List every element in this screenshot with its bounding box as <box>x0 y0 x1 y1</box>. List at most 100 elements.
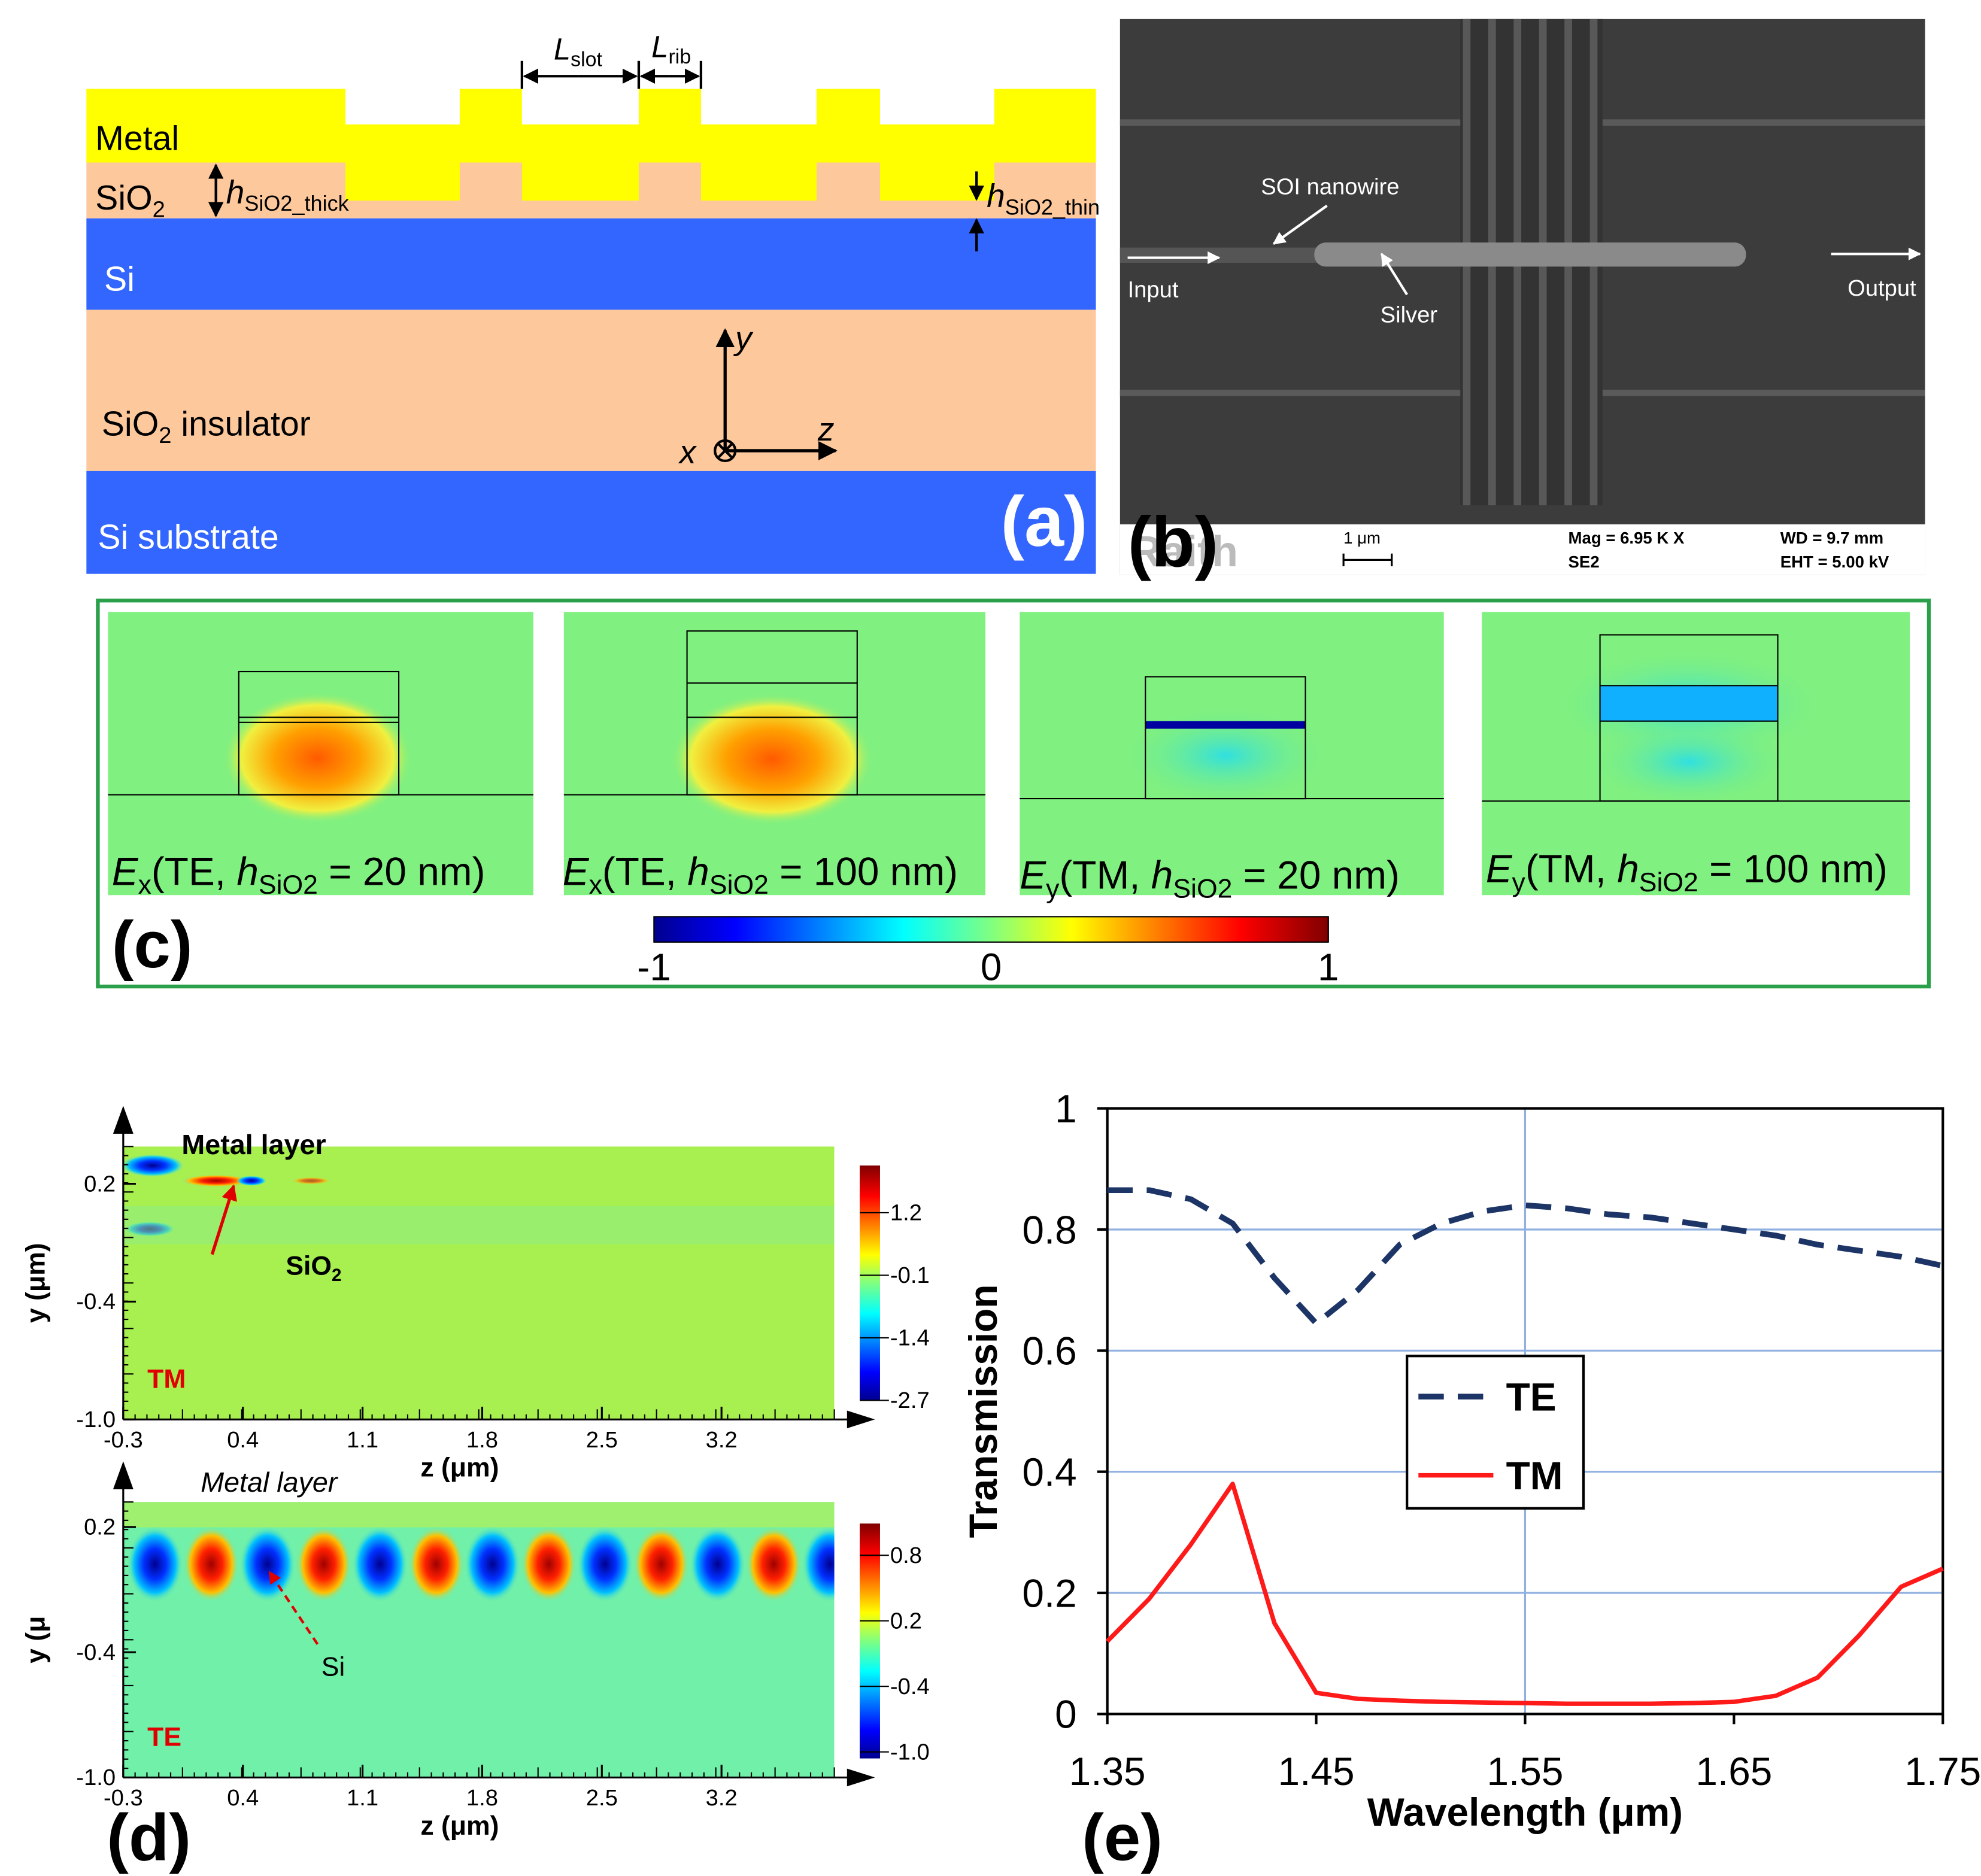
field-lobe <box>689 1526 746 1602</box>
colorbar-tick-label: 0 <box>981 946 1002 988</box>
field: E <box>563 849 590 893</box>
panel-label: (d) <box>107 1801 191 1874</box>
mode-field <box>1587 717 1791 806</box>
field-lobe <box>352 1526 408 1602</box>
colorbar-tick-label: -1.4 <box>890 1325 930 1351</box>
field: E <box>1486 846 1513 891</box>
substrate-label: Si substrate <box>98 518 278 556</box>
mag-label: Mag = 6.95 K X <box>1569 529 1685 547</box>
field-lobe <box>296 1526 352 1602</box>
y-tick-label: -0.4 <box>76 1640 116 1665</box>
x-axis-label: Wavelength (μm) <box>1367 1790 1683 1834</box>
heatmap-feature <box>123 1502 835 1528</box>
component: y <box>1046 875 1060 904</box>
colorbar-tick-label: -0.1 <box>890 1262 930 1288</box>
panel-label: (e) <box>1082 1801 1163 1874</box>
panel-label: (a) <box>1000 482 1087 561</box>
field-lobe <box>802 1526 835 1602</box>
x-tick-label: 1.8 <box>466 1427 498 1453</box>
x-tick-label: 1.1 <box>347 1785 378 1811</box>
h: h <box>1617 846 1639 891</box>
panel-b: Raith 1 μm Mag = 6.95 K X SE2 WD = 9.7 m… <box>1120 19 1925 582</box>
mode: (TE, <box>151 849 236 893</box>
x-tick-label: 2.5 <box>586 1427 618 1453</box>
legend-label: TE <box>1506 1374 1557 1419</box>
heatmap-feature <box>290 1177 332 1185</box>
silver-label: Silver <box>1381 302 1438 328</box>
h-thick-label: hSiO2_thick <box>226 173 350 215</box>
mode-field <box>222 691 413 824</box>
component: y <box>1512 868 1526 897</box>
x-tick-label: 1.75 <box>1904 1749 1981 1793</box>
thickness: = 100 nm) <box>769 849 958 893</box>
colorbar <box>860 1165 880 1401</box>
metal-layer <box>86 89 1096 201</box>
substrate-layer <box>86 470 1096 574</box>
wd-label: WD = 9.7 mm <box>1780 529 1883 547</box>
colorbar-tick-label: 1 <box>1318 946 1339 988</box>
pointer-label: Si <box>321 1653 345 1682</box>
silver <box>1314 242 1746 267</box>
colorbar-tick-label: -2.7 <box>890 1388 930 1413</box>
output-label: Output <box>1847 275 1916 301</box>
field-lobe <box>577 1526 633 1602</box>
field-lobe <box>633 1526 690 1602</box>
heatmap <box>123 1146 835 1420</box>
mode-label: Ex(TE, hSiO2 = 20 nm) <box>112 849 486 900</box>
mode-label: TM <box>147 1364 186 1394</box>
map-title: Metal layer <box>201 1467 339 1498</box>
h-sub: SiO2 <box>259 870 318 900</box>
panel-c: Ex(TE, hSiO2 = 20 nm) Ex(TE, hSiO2 = 100 … <box>96 599 1931 988</box>
heatmap-feature <box>123 1206 835 1244</box>
field-lobe <box>127 1526 183 1602</box>
x-axis-symbol <box>717 442 733 459</box>
l-slot-label: Lslot <box>554 32 603 71</box>
h-sub: SiO2 <box>1639 868 1698 897</box>
arrow <box>1272 204 1328 245</box>
axis-x-label: x <box>678 433 697 470</box>
metal-label: Metal <box>95 119 179 157</box>
field-lobe <box>239 1526 296 1602</box>
field: E <box>112 849 139 893</box>
component: x <box>589 870 602 900</box>
mode-label: Ex(TE, hSiO2 = 100 nm) <box>563 849 958 900</box>
field-lobe <box>520 1526 577 1602</box>
outline <box>563 682 986 796</box>
series-line <box>1107 1187 1944 1326</box>
colorbar <box>860 1523 880 1759</box>
x-axis-label: z (μm) <box>420 1453 499 1483</box>
heatmap-feature <box>236 1176 267 1186</box>
axis-arrow <box>113 1106 134 1134</box>
mode: (TM, <box>1059 853 1151 897</box>
x-tick-label: 0.4 <box>227 1785 259 1811</box>
mode-label: Ey(TM, hSiO2 = 100 nm) <box>1486 846 1888 897</box>
colorbar-tick-label: -1 <box>637 946 671 988</box>
colorbar-tick-label: 0.8 <box>890 1543 922 1568</box>
field: E <box>1020 853 1046 897</box>
mode-label: Ey(TM, hSiO2 = 20 nm) <box>1020 853 1400 904</box>
field-lobe <box>183 1526 239 1602</box>
y-tick-label: 0 <box>1055 1692 1077 1737</box>
eht-label: EHT = 5.00 kV <box>1780 553 1889 571</box>
x-tick-label: 1.55 <box>1486 1749 1563 1793</box>
y-tick-label: -0.4 <box>76 1289 116 1315</box>
x-tick-label: 0.4 <box>227 1427 259 1453</box>
field-lobe <box>408 1526 465 1602</box>
x-tick-label: -0.3 <box>104 1427 143 1453</box>
thickness: = 100 nm) <box>1698 846 1888 891</box>
y-tick-label: 0.2 <box>84 1514 116 1540</box>
detector-label: SE2 <box>1569 553 1600 571</box>
x-tick-label: 1.65 <box>1695 1749 1772 1793</box>
colorbar-tick-label: 1.2 <box>890 1200 922 1226</box>
plot-frame <box>1106 1107 1944 1716</box>
l-rib-label: Lrib <box>651 29 691 68</box>
y-tick-label: 0.2 <box>84 1171 116 1197</box>
arrow <box>1380 253 1408 296</box>
x-tick-label: 3.2 <box>706 1785 738 1811</box>
axis-z-label: z <box>817 411 835 448</box>
mode-field <box>671 693 874 825</box>
map-title: Metal layer <box>181 1129 326 1160</box>
axis-arrow <box>847 1410 875 1429</box>
h: h <box>1151 853 1173 897</box>
